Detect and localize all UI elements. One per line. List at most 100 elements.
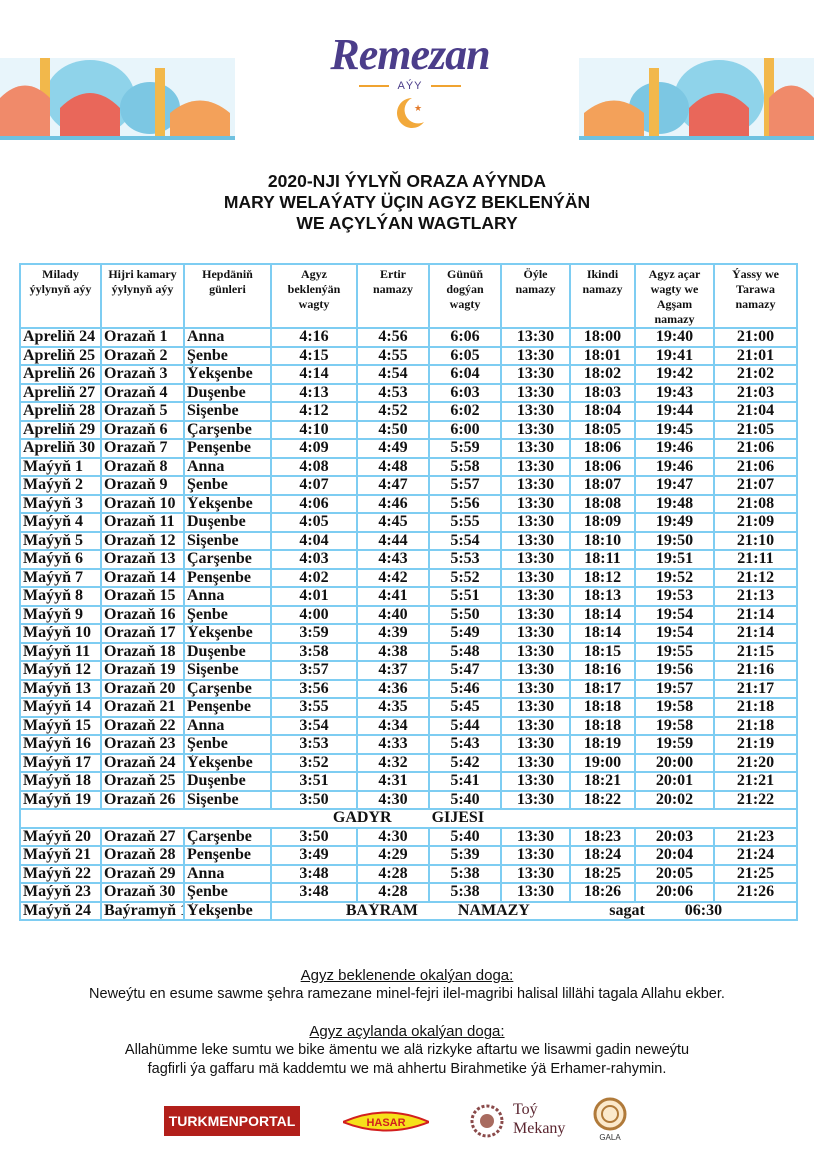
column-header: Hepdäniň günleri bbox=[183, 263, 272, 329]
table-cell: 3:56 bbox=[270, 678, 358, 699]
table-cell: Çarşenbe bbox=[183, 549, 272, 570]
table-cell: 21:04 bbox=[713, 401, 798, 422]
table-row: Maýyň 20 Orazaň 27 Çarşenbe 3:50 4:30 5:40 13:… bbox=[19, 826, 798, 847]
table-cell: 4:53 bbox=[356, 382, 430, 403]
table-cell: 4:32 bbox=[356, 752, 430, 773]
table-row: Maýyň 14 Orazaň 21 Penşenbe 3:55 4:35 5:45 13:… bbox=[19, 697, 798, 718]
hasar-logo: HASAR bbox=[343, 1111, 429, 1132]
table-cell: 19:44 bbox=[634, 401, 715, 422]
table-cell: 3:50 bbox=[270, 826, 358, 847]
table-cell: 13:30 bbox=[500, 771, 571, 792]
table-cell: 19:58 bbox=[634, 697, 715, 718]
column-header: Ertir namazy bbox=[356, 263, 430, 329]
table-cell: Maýyň 5 bbox=[19, 530, 102, 551]
column-header: Öýle namazy bbox=[500, 263, 571, 329]
table-cell: 4:56 bbox=[356, 327, 430, 348]
table-cell: 19:00 bbox=[569, 752, 636, 773]
column-header: Agyz beklenýän wagty bbox=[270, 263, 358, 329]
table-cell: 13:30 bbox=[500, 660, 571, 681]
table-cell: 19:56 bbox=[634, 660, 715, 681]
table-cell: Orazaň 22 bbox=[100, 715, 185, 736]
table-cell: 21:01 bbox=[713, 345, 798, 366]
table-cell: 18:11 bbox=[569, 549, 636, 570]
table-cell: 3:48 bbox=[270, 863, 358, 884]
table-cell: 21:14 bbox=[713, 604, 798, 625]
table-cell: Ýekşenbe bbox=[183, 623, 272, 644]
table-cell: 4:05 bbox=[270, 512, 358, 533]
table-cell: 21:13 bbox=[713, 586, 798, 607]
table-cell: 19:43 bbox=[634, 382, 715, 403]
table-cell: Şenbe bbox=[183, 345, 272, 366]
table-cell: Şenbe bbox=[183, 734, 272, 755]
table-cell: 18:10 bbox=[569, 530, 636, 551]
table-cell: Maýyň 22 bbox=[19, 863, 102, 884]
table-cell: Maýyň 10 bbox=[19, 623, 102, 644]
table-cell: 13:30 bbox=[500, 752, 571, 773]
table-cell: Maýyň 4 bbox=[19, 512, 102, 533]
table-cell: GADYR GIJESI bbox=[19, 808, 798, 829]
table-cell: Apreliň 28 bbox=[19, 401, 102, 422]
table-cell: Duşenbe bbox=[183, 382, 272, 403]
table-cell: 3:52 bbox=[270, 752, 358, 773]
table-row: Maýyň 18 Orazaň 25 Duşenbe 3:51 4:31 5:41 13:3… bbox=[19, 771, 798, 792]
table-cell: Maýyň 6 bbox=[19, 549, 102, 570]
column-header: Agyz açar wagty we Agşam namazy bbox=[634, 263, 715, 329]
table-cell: 18:14 bbox=[569, 604, 636, 625]
table-cell: Orazaň 5 bbox=[100, 401, 185, 422]
dua-text: Neweýtu en esume sawme şehra ramezane mi… bbox=[89, 986, 725, 1002]
table-cell: 4:40 bbox=[356, 604, 430, 625]
table-cell: 21:20 bbox=[713, 752, 798, 773]
table-cell: Maýyň 15 bbox=[19, 715, 102, 736]
dua-title: Agyz beklenende okalýan doga: bbox=[300, 967, 514, 984]
table-cell: 4:30 bbox=[356, 789, 430, 810]
table-cell: Maýyň 8 bbox=[19, 586, 102, 607]
table-cell: 13:30 bbox=[500, 789, 571, 810]
table-row: Maýyň 1 Orazaň 8 Anna 4:08 4:48 5:58 13:30 18:0… bbox=[19, 456, 798, 477]
table-cell: Maýyň 13 bbox=[19, 678, 102, 699]
table-cell: 5:53 bbox=[428, 549, 502, 570]
table-cell: 18:16 bbox=[569, 660, 636, 681]
table-cell: 13:30 bbox=[500, 586, 571, 607]
table-cell: 5:54 bbox=[428, 530, 502, 551]
table-cell: 18:19 bbox=[569, 734, 636, 755]
table-cell: Orazaň 29 bbox=[100, 863, 185, 884]
table-cell: 19:47 bbox=[634, 475, 715, 496]
table-cell: Maýyň 19 bbox=[19, 789, 102, 810]
table-cell: Şenbe bbox=[183, 475, 272, 496]
table-cell: 5:38 bbox=[428, 882, 502, 903]
table-cell: 19:51 bbox=[634, 549, 715, 570]
table-cell: 4:47 bbox=[356, 475, 430, 496]
table-row: Maýyň 12 Orazaň 19 Sişenbe 3:57 4:37 5:47 13:3… bbox=[19, 660, 798, 681]
table-cell: 18:18 bbox=[569, 697, 636, 718]
table-row: Maýyň 23 Orazaň 30 Şenbe 3:48 4:28 5:38 13:30 1… bbox=[19, 882, 798, 903]
table-cell: 5:46 bbox=[428, 678, 502, 699]
table-cell: 19:46 bbox=[634, 456, 715, 477]
table-cell: 3:57 bbox=[270, 660, 358, 681]
table-cell: Anna bbox=[183, 327, 272, 348]
table-cell: 18:12 bbox=[569, 567, 636, 588]
table-cell: 4:50 bbox=[356, 419, 430, 440]
column-header: Ýassy we Tarawa namazy bbox=[713, 263, 798, 329]
table-cell: Penşenbe bbox=[183, 697, 272, 718]
table-cell: 21:03 bbox=[713, 382, 798, 403]
table-row: Maýyň 16 Orazaň 23 Şenbe 3:53 4:33 5:43 13:30 1… bbox=[19, 734, 798, 755]
table-cell: 13:30 bbox=[500, 641, 571, 662]
table-cell: 4:08 bbox=[270, 456, 358, 477]
table-cell: 3:58 bbox=[270, 641, 358, 662]
table-cell: 19:53 bbox=[634, 586, 715, 607]
table-cell: 6:03 bbox=[428, 382, 502, 403]
table-cell: 19:41 bbox=[634, 345, 715, 366]
table-cell: 19:46 bbox=[634, 438, 715, 459]
table-cell: Maýyň 16 bbox=[19, 734, 102, 755]
table-row: Maýyň 3 Orazaň 10 Ýekşenbe 4:06 4:46 5:56 13:3… bbox=[19, 493, 798, 514]
table-cell: 4:54 bbox=[356, 364, 430, 385]
table-cell: Orazaň 18 bbox=[100, 641, 185, 662]
table-cell: 4:46 bbox=[356, 493, 430, 514]
table-cell: 3:51 bbox=[270, 771, 358, 792]
table-cell: 13:30 bbox=[500, 882, 571, 903]
crescent-moon-icon: ★ bbox=[397, 98, 424, 128]
table-cell: Orazaň 28 bbox=[100, 845, 185, 866]
table-row: Apreliň 26 Orazaň 3 Ýekşenbe 4:14 4:54 6:04 13… bbox=[19, 364, 798, 385]
table-cell: 4:07 bbox=[270, 475, 358, 496]
table-cell: Ýekşenbe bbox=[183, 900, 272, 921]
